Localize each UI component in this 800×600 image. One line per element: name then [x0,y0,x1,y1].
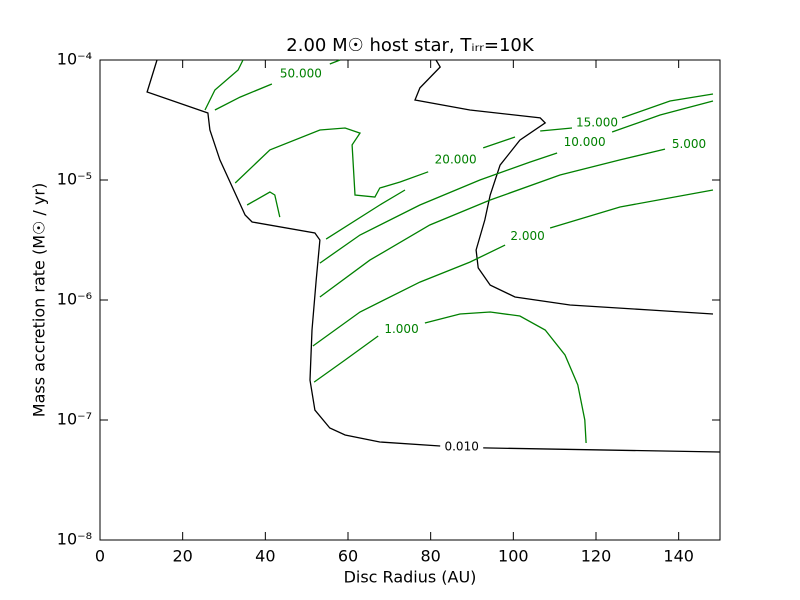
contour-line [319,100,714,264]
contour-line [234,127,516,240]
y-tick-label: 10⁻⁶ [57,290,92,309]
x-tick-label: 0 [95,547,105,566]
x-axis-label: Disc Radius (AU) [344,568,477,587]
contour-label: 50.000 [280,67,322,81]
x-tick-label: 100 [498,547,529,566]
x-tick-label: 60 [338,547,358,566]
x-tick-label: 20 [172,547,192,566]
y-tick-label: 10⁻⁴ [57,50,92,69]
contour-label: 0.010 [444,439,478,453]
contour-line [540,93,714,132]
x-tick-label: 140 [663,547,694,566]
x-tick-label: 120 [581,547,612,566]
contour-line [320,140,713,297]
chart-title: 2.00 M☉ host star, Tᵢᵣᵣ=10K [286,35,535,56]
x-tick-label: 80 [420,547,440,566]
contour-label: 1.000 [384,322,418,336]
y-tick-label: 10⁻⁷ [57,410,92,429]
contour-label: 10.000 [564,135,606,149]
y-tick-label: 10⁻⁵ [57,170,92,189]
plot-frame [99,59,721,541]
y-tick-label: 10⁻⁸ [57,530,92,549]
contour-label: 5.000 [672,137,706,151]
contour-line [313,311,587,444]
contour-label: 20.000 [435,152,477,166]
contour-line [146,59,721,453]
y-axis-label: Mass accretion rate (M☉ / yr) [30,183,49,417]
contour-line [312,189,714,347]
contour-label: 2.000 [510,229,544,243]
x-tick-label: 40 [255,547,275,566]
contour-line [204,59,341,111]
contour-label: 15.000 [576,115,618,129]
